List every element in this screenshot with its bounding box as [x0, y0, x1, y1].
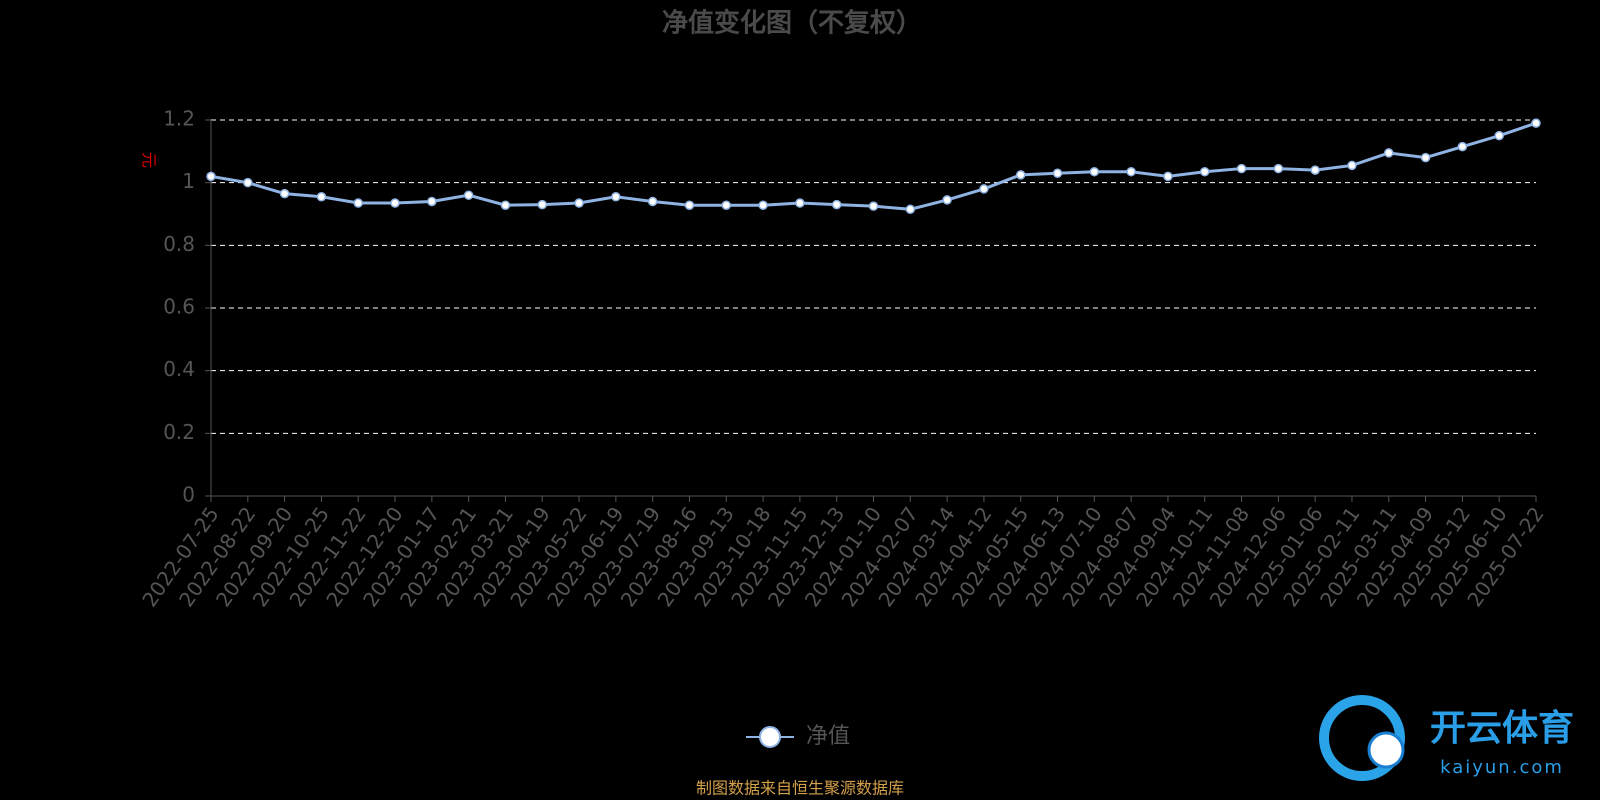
point — [721, 200, 732, 210]
point — [1531, 118, 1541, 128]
watermark-ball — [1367, 731, 1405, 769]
point — [1015, 170, 1026, 180]
point — [1494, 130, 1504, 141]
chart-title: 净值变化图（不复权） — [662, 8, 922, 39]
watermark-site: kaiyun.com — [1440, 757, 1564, 778]
point — [795, 198, 805, 208]
line — [210, 121, 1537, 211]
legend-label: 净值 — [806, 724, 850, 749]
y-tick-label: 0.8 — [163, 232, 195, 256]
point — [1384, 148, 1394, 158]
source-note: 制图数据来自恒生聚源数据库 — [696, 779, 904, 798]
point — [868, 201, 879, 211]
point — [1457, 141, 1468, 152]
point — [1420, 152, 1431, 163]
point — [243, 177, 253, 188]
point — [463, 190, 474, 200]
point — [1163, 171, 1173, 182]
point — [979, 184, 989, 194]
point — [1310, 165, 1320, 175]
y-tick-label: 0.2 — [163, 420, 195, 444]
y-tick-label: 0 — [182, 483, 195, 507]
point — [647, 196, 658, 207]
legend-item: 净值 — [746, 724, 850, 749]
point — [1089, 166, 1100, 177]
point — [574, 198, 584, 208]
point — [1200, 166, 1210, 177]
y-tick-label: 1.2 — [163, 107, 195, 131]
y-axis-label: 元 — [140, 152, 159, 168]
point — [206, 171, 216, 182]
y-tick-label: 1 — [182, 169, 195, 193]
watermark-brand: 开云体育 — [1430, 708, 1574, 749]
point — [831, 199, 842, 210]
point — [279, 188, 290, 199]
point — [905, 204, 916, 215]
legend-marker — [759, 726, 781, 748]
point — [1052, 168, 1063, 179]
point — [427, 196, 437, 207]
point — [1236, 163, 1247, 174]
point — [1347, 160, 1357, 171]
point — [537, 199, 547, 210]
point — [1273, 163, 1284, 174]
point — [611, 192, 621, 202]
point — [1126, 166, 1136, 177]
point — [353, 198, 363, 208]
point — [316, 192, 327, 202]
point — [942, 195, 952, 205]
watermark: 开云体育 kaiyun.com — [1319, 695, 1574, 781]
point — [390, 198, 400, 208]
point — [500, 200, 511, 210]
point — [684, 200, 695, 210]
point — [758, 200, 768, 210]
y-tick-label: 0.4 — [163, 357, 195, 381]
y-tick-label: 0.6 — [163, 295, 195, 319]
